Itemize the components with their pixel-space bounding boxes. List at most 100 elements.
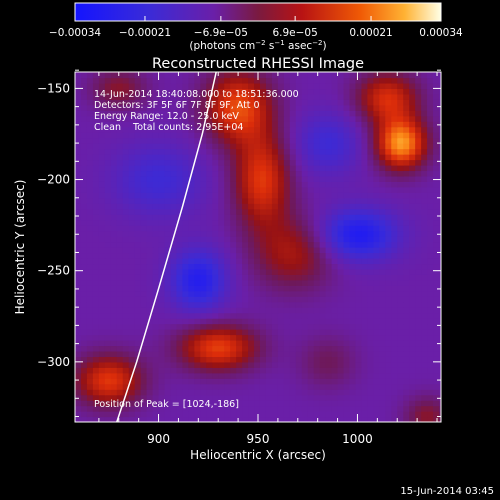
heatmap-cell — [236, 186, 243, 193]
heatmap-cell — [289, 186, 297, 193]
heatmap-cell — [349, 301, 357, 308]
heatmap-cell — [283, 285, 291, 292]
heatmap-cell — [313, 121, 321, 128]
heatmap-cell — [415, 323, 422, 330]
heatmap-cell — [271, 170, 279, 177]
heatmap-cell — [122, 88, 130, 95]
heatmap-cell — [248, 104, 255, 111]
heatmap-cell — [367, 208, 374, 215]
heatmap-cell — [439, 126, 441, 133]
heatmap-cell — [194, 214, 201, 221]
heatmap-cell — [224, 394, 231, 401]
heatmap-cell — [230, 104, 237, 111]
heatmap-cell — [194, 175, 201, 182]
heatmap-cell — [349, 247, 357, 254]
heatmap-cell — [176, 126, 184, 133]
heatmap-cell — [355, 82, 363, 90]
heatmap-cell — [415, 104, 422, 111]
heatmap-cell — [403, 181, 410, 188]
heatmap-cell — [385, 372, 392, 379]
heatmap-cell — [421, 318, 428, 325]
heatmap-cell — [301, 290, 309, 297]
heatmap-cell — [343, 192, 351, 199]
heatmap-cell — [230, 219, 237, 226]
heatmap-cell — [259, 236, 267, 243]
heatmap-cell — [361, 400, 368, 407]
heatmap-cell — [331, 274, 339, 281]
heatmap-cell — [254, 77, 261, 84]
heatmap-cell — [80, 296, 88, 303]
heatmap-cell — [188, 148, 195, 155]
heatmap-cell — [391, 323, 398, 330]
heatmap-cell — [313, 197, 321, 204]
heatmap-cell — [373, 334, 380, 341]
colorbar-tick-label: −6.9e−05 — [194, 27, 248, 39]
heatmap-cell — [218, 307, 225, 314]
heatmap-cell — [200, 361, 207, 368]
heatmap-cell — [361, 154, 368, 161]
heatmap-cell — [236, 192, 243, 199]
heatmap-cell — [170, 230, 178, 237]
heatmap-cell — [361, 170, 368, 177]
heatmap-cell — [92, 296, 100, 303]
heatmap-cell — [301, 361, 309, 368]
heatmap-cell — [110, 301, 118, 308]
heatmap-cell — [224, 252, 231, 259]
heatmap-cell — [289, 115, 297, 122]
heatmap-cell — [170, 72, 178, 79]
heatmap-cell — [182, 88, 189, 95]
heatmap-cell — [176, 274, 184, 281]
heatmap-cell — [301, 296, 309, 303]
heatmap-cell — [188, 192, 195, 199]
heatmap-cell — [397, 115, 404, 122]
heatmap-cell — [397, 77, 404, 84]
heatmap-cell — [373, 93, 380, 100]
heatmap-cell — [230, 236, 237, 243]
heatmap-cell — [254, 356, 261, 363]
heatmap-cell — [248, 192, 255, 199]
heatmap-cell — [421, 197, 428, 204]
heatmap-cell — [230, 345, 237, 352]
heatmap-cell — [75, 361, 82, 368]
heatmap-cell — [277, 247, 285, 254]
heatmap-cell — [218, 104, 225, 111]
heatmap-cell — [98, 268, 106, 275]
heatmap-cell — [212, 307, 219, 314]
heatmap-cell — [122, 361, 130, 368]
heatmap-cell — [343, 296, 351, 303]
heatmap-cell — [98, 389, 106, 396]
heatmap-cell — [277, 159, 285, 166]
heatmap-cell — [343, 263, 351, 270]
heatmap-cell — [200, 312, 207, 319]
heatmap-cell — [319, 192, 327, 199]
heatmap-cell — [146, 247, 154, 254]
heatmap-cell — [134, 383, 142, 390]
heatmap-cell — [259, 312, 267, 319]
heatmap-cell — [373, 405, 380, 412]
heatmap-cell — [373, 241, 380, 248]
heatmap-cell — [194, 405, 201, 412]
heatmap-cell — [140, 296, 148, 303]
heatmap-cell — [439, 274, 441, 281]
heatmap-cell — [319, 394, 327, 401]
heatmap-cell — [349, 137, 357, 144]
heatmap-cell — [140, 121, 148, 128]
heatmap-cell — [194, 104, 201, 111]
heatmap-cell — [86, 416, 94, 422]
heatmap-cell — [182, 416, 189, 422]
heatmap-cell — [230, 307, 237, 314]
heatmap-cell — [367, 367, 374, 374]
heatmap-cell — [385, 296, 392, 303]
heatmap-cell — [206, 274, 213, 281]
heatmap-cell — [373, 219, 380, 226]
heatmap-cell — [176, 323, 184, 330]
heatmap-cell — [343, 236, 351, 243]
heatmap-cell — [182, 252, 189, 259]
heatmap-cell — [80, 110, 88, 117]
heatmap-cell — [379, 416, 386, 422]
heatmap-cell — [248, 148, 255, 155]
heatmap-cell — [271, 137, 279, 144]
heatmap-cell — [313, 356, 321, 363]
heatmap-cell — [355, 236, 363, 243]
heatmap-cell — [230, 197, 237, 204]
